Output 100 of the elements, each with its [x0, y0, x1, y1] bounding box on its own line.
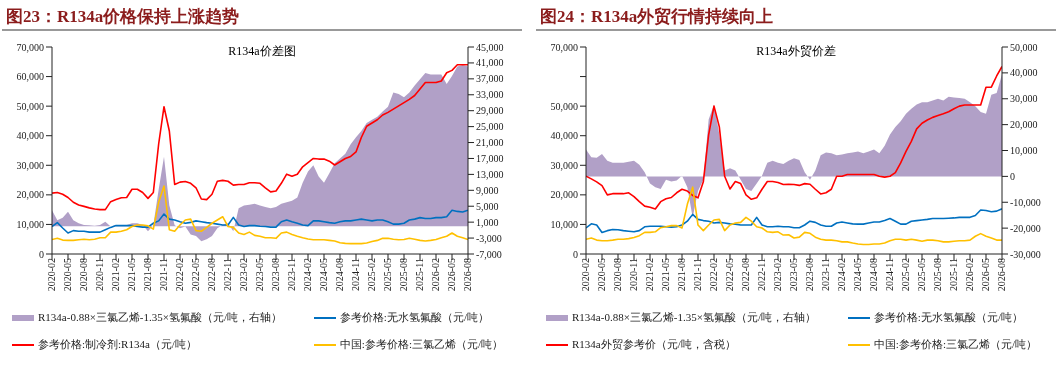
x-tick-label: 2021-11 [158, 258, 170, 291]
x-tick-label: 2024-08 [868, 258, 880, 292]
y2-tick-label: 37,000 [476, 73, 504, 85]
legend-label: R134a-0.88×三氯乙烯-1.35×氢氟酸（元/吨，右轴） [572, 310, 817, 325]
x-tick-label: 2020-11 [94, 258, 106, 291]
x-tick-label: 2022-05 [724, 258, 736, 292]
x-tick-label: 2021-02 [110, 258, 122, 292]
x-tick-label: 2026-08 [462, 258, 474, 292]
x-tick-label: 2025-08 [932, 258, 944, 292]
x-tick-label: 2021-08 [676, 258, 688, 292]
y-tick-label: 10,000 [550, 218, 578, 230]
legend-label: 参考价格:制冷剂:R134a（元/吨） [38, 337, 197, 352]
y-tick-label: 40,000 [550, 130, 578, 142]
legend-label: 参考价格:无水氢氟酸（元/吨） [339, 310, 489, 325]
chart-subtitle: R134a外贸价差 [756, 44, 836, 58]
y2-tick-label: 50,000 [1010, 41, 1038, 53]
x-tick-label: 2020-05 [596, 258, 608, 292]
y2-tick-label: 41,000 [476, 57, 504, 69]
x-tick-label: 2026-08 [996, 258, 1008, 292]
y2-tick-label: 1,000 [476, 216, 499, 228]
y2-tick-label: -3,000 [476, 232, 502, 244]
x-tick-label: 2022-08 [206, 258, 218, 292]
y2-tick-label: 33,000 [476, 89, 504, 101]
y-tick-label: 70,000 [16, 41, 44, 53]
x-tick-label: 2025-05 [382, 258, 394, 292]
x-tick-label: 2021-08 [142, 258, 154, 292]
x-tick-label: 2021-05 [126, 258, 138, 292]
x-tick-label: 2026-05 [446, 258, 458, 292]
chart-title: 图23：R134a价格保持上涨趋势 [2, 3, 522, 31]
x-tick-label: 2024-11 [884, 258, 896, 291]
y2-tick-label: -7,000 [476, 248, 502, 260]
x-tick-label: 2022-11 [222, 258, 234, 291]
line-series [52, 63, 468, 211]
x-tick-label: 2022-02 [174, 258, 186, 292]
x-tick-label: 2021-11 [692, 258, 704, 291]
x-tick-label: 2023-08 [804, 258, 816, 292]
x-tick-label: 2020-11 [628, 258, 640, 291]
x-tick-label: 2026-02 [430, 258, 442, 292]
x-tick-label: 2022-05 [190, 258, 202, 292]
x-tick-label: 2025-02 [366, 258, 378, 292]
y2-tick-label: -20,000 [1010, 222, 1041, 234]
x-tick-label: 2026-02 [964, 258, 976, 292]
x-tick-label: 2024-08 [334, 258, 346, 292]
x-tick-label: 2025-11 [414, 258, 426, 291]
y2-tick-label: 40,000 [1010, 67, 1038, 79]
x-tick-label: 2024-02 [836, 258, 848, 292]
line-series [586, 186, 1002, 246]
x-tick-label: 2022-08 [740, 258, 752, 292]
x-tick-label: 2025-11 [948, 258, 960, 291]
line-series [586, 207, 1002, 234]
y-tick-label: 10,000 [16, 218, 44, 230]
line-series [52, 185, 468, 245]
x-tick-label: 2025-02 [900, 258, 912, 292]
y-tick-label: 0 [39, 248, 44, 260]
y2-tick-label: 9,000 [476, 184, 499, 196]
x-tick-label: 2023-02 [238, 258, 250, 292]
y2-tick-label: 20,000 [1010, 119, 1038, 131]
chart-title: 图24：R134a外贸行情持续向上 [536, 3, 1056, 31]
x-tick-label: 2023-02 [772, 258, 784, 292]
y-tick-label: 30,000 [550, 159, 578, 171]
y2-tick-label: 21,000 [476, 137, 504, 149]
y-tick-label: 70,000 [550, 41, 578, 53]
y-tick-label: 20,000 [550, 189, 578, 201]
x-tick-label: 2024-05 [852, 258, 864, 292]
legend-label: 中国:参考价格:三氯乙烯（元/吨） [873, 337, 1037, 352]
y2-tick-label: -30,000 [1010, 248, 1041, 260]
line-series [52, 209, 468, 234]
legend-label: 中国:参考价格:三氯乙烯（元/吨） [339, 337, 503, 352]
x-tick-label: 2022-02 [708, 258, 720, 292]
x-tick-label: 2023-11 [286, 258, 298, 291]
x-tick-label: 2024-11 [350, 258, 362, 291]
y-tick-label: 50,000 [16, 100, 44, 112]
y-tick-label: 40,000 [16, 130, 44, 142]
y-tick-label: 20,000 [16, 189, 44, 201]
chart-subtitle: R134a价差图 [228, 44, 296, 58]
y-tick-label: 50,000 [550, 100, 578, 112]
x-tick-label: 2025-08 [398, 258, 410, 292]
y2-tick-label: 0 [1010, 170, 1015, 182]
x-tick-label: 2023-05 [254, 258, 266, 292]
x-tick-label: 2021-05 [660, 258, 672, 292]
y2-tick-label: 10,000 [1010, 145, 1038, 157]
x-tick-label: 2024-02 [302, 258, 314, 292]
x-tick-label: 2020-08 [612, 258, 624, 292]
y2-tick-label: 29,000 [476, 105, 504, 117]
legend-label: 参考价格:无水氢氟酸（元/吨） [873, 310, 1023, 325]
x-tick-label: 2023-05 [788, 258, 800, 292]
x-tick-label: 2020-02 [580, 258, 592, 292]
x-tick-label: 2020-05 [62, 258, 74, 292]
legend-label: R134a-0.88×三氯乙烯-1.35×氢氟酸（元/吨，右轴） [38, 310, 283, 325]
y-tick-label: 60,000 [16, 71, 44, 83]
x-tick-label: 2024-05 [318, 258, 330, 292]
y-tick-label: 0 [573, 248, 578, 260]
x-tick-label: 2023-11 [820, 258, 832, 291]
x-tick-label: 2020-02 [46, 258, 58, 292]
x-tick-label: 2026-05 [980, 258, 992, 292]
y2-tick-label: 45,000 [476, 41, 504, 53]
legend-label: R134a外贸参考价（元/吨，含税） [572, 337, 736, 352]
y2-tick-label: 17,000 [476, 153, 504, 165]
x-tick-label: 2022-11 [756, 258, 768, 291]
y2-tick-label: 25,000 [476, 121, 504, 133]
